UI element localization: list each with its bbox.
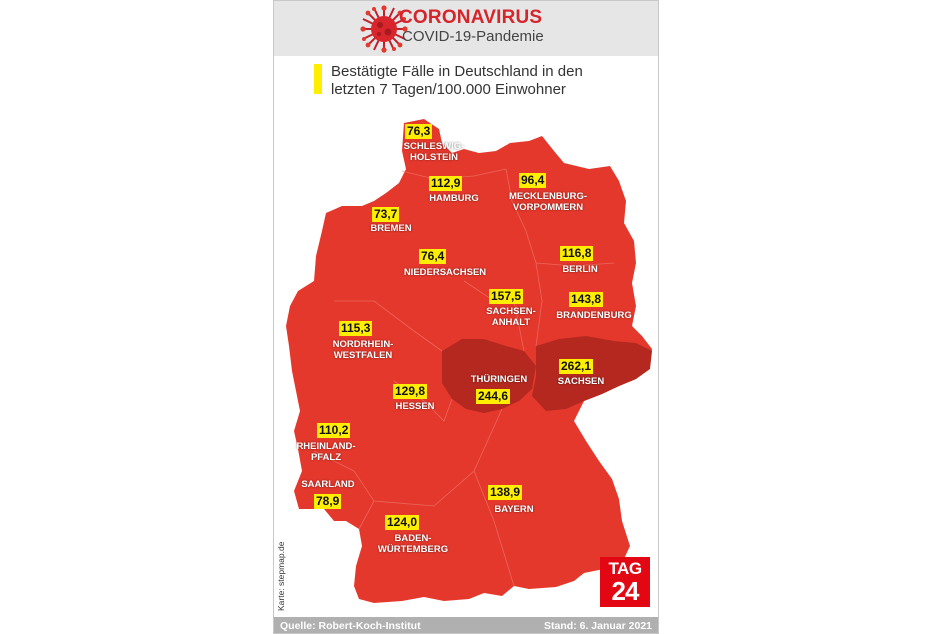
legend-marker xyxy=(314,64,322,94)
coronavirus-icon xyxy=(360,5,408,53)
value-box-st: 157,5 xyxy=(489,289,524,304)
value-box-rp: 110,2 xyxy=(317,423,351,438)
title: CORONAVIRUS xyxy=(399,7,543,28)
value-box-sl: 78,9 xyxy=(314,494,342,509)
state-label-line: PFALZ xyxy=(310,452,342,463)
state-label-nw: NORDRHEIN- WESTFALEN xyxy=(333,339,394,361)
state-label-line: WÜRTEMBERG xyxy=(377,544,449,555)
state-label-th: THÜRINGEN xyxy=(471,374,527,385)
state-label-he: HESSEN xyxy=(395,401,434,412)
state-label-rp: RHEINLAND- PFALZ xyxy=(296,441,355,463)
value-box-bw: 124,0 xyxy=(385,515,420,530)
state-label-line: SACHSEN xyxy=(557,376,605,387)
state-label-line: NIEDERSACHSEN xyxy=(403,267,487,278)
state-label-line: SACHSEN- xyxy=(486,306,536,317)
value-box-he: 129,8 xyxy=(393,384,428,399)
state-label-line: ANHALT xyxy=(491,317,531,328)
value-box-mv: 96,4 xyxy=(519,173,547,188)
state-label-line: RHEINLAND- xyxy=(296,441,356,452)
state-label-sn: SACHSEN xyxy=(558,376,604,387)
tag24-logo: TAG 24 xyxy=(600,557,650,607)
source-text: Quelle: Robert-Koch-Institut xyxy=(280,620,421,632)
state-borders xyxy=(313,168,615,587)
state-label-line: NORDRHEIN- xyxy=(332,339,394,350)
state-label-by: BAYERN xyxy=(494,504,533,515)
date-text: Stand: 6. Januar 2021 xyxy=(544,620,652,632)
value-box-by: 138,9 xyxy=(488,485,523,500)
value-box-hb: 73,7 xyxy=(372,207,400,222)
region-thueringen xyxy=(442,339,536,413)
state-label-line: HESSEN xyxy=(395,401,435,412)
state-label-line: BREMEN xyxy=(370,223,412,234)
map-credit: Karte: stepmap.de xyxy=(276,541,286,611)
value-box-nw: 115,3 xyxy=(339,321,373,336)
state-label-sl: SAARLAND xyxy=(301,479,354,490)
state-label-line: BADEN- xyxy=(394,533,432,544)
state-label-line: BERLIN xyxy=(562,264,598,275)
state-label-mv: MECKLENBURG- VORPOMMERN xyxy=(509,191,587,213)
state-label-st: SACHSEN- ANHALT xyxy=(486,306,536,328)
state-label-be: BERLIN xyxy=(562,264,597,275)
state-label-line: SAARLAND xyxy=(301,479,355,490)
subtitle: COVID-19-Pandemie xyxy=(402,28,544,45)
value-box-th: 244,6 xyxy=(476,389,511,404)
state-label-bw: BADEN- WÜRTEMBERG xyxy=(378,533,448,555)
chart-heading-line2: letzten 7 Tagen/100.000 Einwohner xyxy=(331,81,566,98)
state-label-line: HOLSTEIN xyxy=(409,152,459,163)
value-box-bb: 143,8 xyxy=(569,292,604,307)
footer-bar: Quelle: Robert-Koch-Institut Stand: 6. J… xyxy=(274,617,658,633)
chart-heading-line1: Bestätigte Fälle in Deutschland in den xyxy=(331,63,583,80)
logo-text-top: TAG xyxy=(608,559,642,578)
value-box-sn: 262,1 xyxy=(559,359,594,374)
header-bar: CORONAVIRUS COVID-19-Pandemie xyxy=(274,1,658,56)
value-box-hh: 112,9 xyxy=(429,176,463,191)
infographic-card: CORONAVIRUS COVID-19-Pandemie Bestätigte… xyxy=(273,0,659,634)
state-label-hb: BREMEN xyxy=(370,223,411,234)
logo-text-bottom: 24 xyxy=(611,576,640,606)
state-label-line: THÜRINGEN xyxy=(470,374,528,385)
state-label-line: VORPOMMERN xyxy=(512,202,584,213)
state-label-line: BRANDENBURG xyxy=(556,310,632,321)
state-label-ni: NIEDERSACHSEN xyxy=(404,267,486,278)
state-label-line: BAYERN xyxy=(494,504,534,515)
value-box-be: 116,8 xyxy=(560,246,594,261)
state-label-line: MECKLENBURG- xyxy=(508,191,588,202)
state-label-line: SCHLESWIG- xyxy=(403,141,465,152)
state-label-bb: BRANDENBURG xyxy=(556,310,631,321)
value-box-ni: 76,4 xyxy=(419,249,447,264)
value-box-sh: 76,3 xyxy=(405,124,433,139)
state-label-hh: HAMBURG xyxy=(429,193,479,204)
state-label-sh: SCHLESWIG- HOLSTEIN xyxy=(404,141,465,163)
state-label-line: WESTFALEN xyxy=(333,350,393,361)
state-label-line: HAMBURG xyxy=(429,193,479,204)
